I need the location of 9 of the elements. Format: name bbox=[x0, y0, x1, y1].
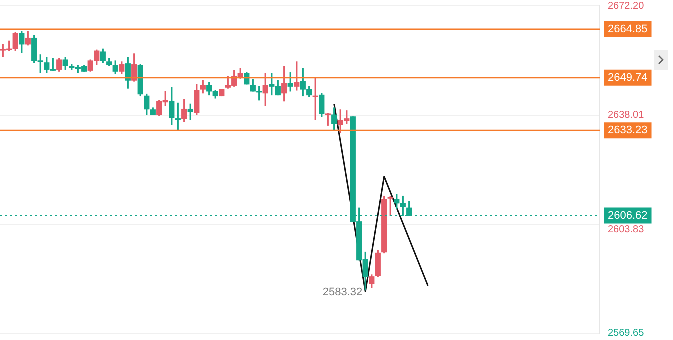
y-tick-label: 2672.20 bbox=[608, 0, 645, 12]
ref-line-label: 2633.23 bbox=[608, 124, 648, 137]
y-tick-label: 2603.83 bbox=[608, 224, 645, 236]
ref-line-label: 2664.85 bbox=[608, 24, 648, 36]
ref-line-label: 2606.62 bbox=[608, 210, 648, 222]
y-tick-label: 2638.01 bbox=[608, 110, 645, 122]
y-tick-label: 2569.65 bbox=[608, 328, 645, 339]
ref-line-label: 2649.74 bbox=[608, 72, 648, 84]
annotation: 2583.32 bbox=[322, 286, 363, 298]
